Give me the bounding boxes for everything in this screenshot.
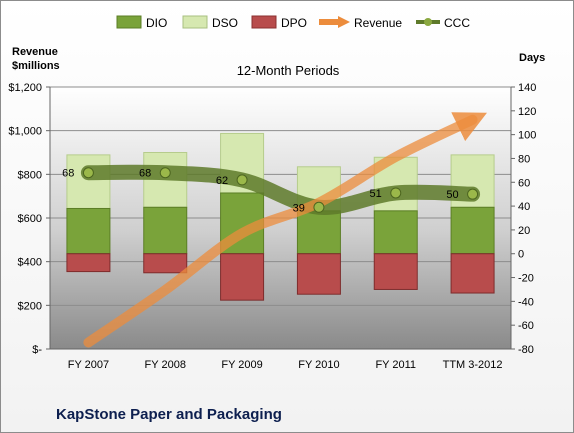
category-label: FY 2010 [298,359,339,371]
right-tick-label: -80 [518,344,534,356]
bar-dpo [66,253,111,273]
ccc-marker [236,174,248,186]
bar-dpo [450,253,495,294]
right-tick-label: -40 [518,296,534,308]
right-tick-label: 0 [518,249,524,261]
bar-dio [143,206,188,255]
category-label: FY 2011 [375,359,416,371]
ccc-data-label: 51 [370,188,382,200]
ccc-marker [313,201,325,213]
right-tick-label: -20 [518,273,534,285]
right-axis: -80 -60 -40 -20 0 20 40 60 80 100 120 140 [510,82,536,356]
chart-title: 12-Month Periods [237,63,340,78]
legend-swatch-dso [182,15,208,29]
legend-swatch-dio [116,15,142,29]
ccc-marker [467,188,479,200]
ccc-data-label: 62 [216,175,228,187]
bar-dpo [373,253,418,290]
left-axis-title-line1: Revenue [12,46,58,58]
category-label: FY 2008 [145,359,186,371]
revenue-arrow [83,112,487,348]
right-tick-label: 80 [518,153,530,165]
legend-arrowhead-revenue [338,16,350,28]
ccc-marker [82,167,94,179]
left-tick-label: $400 [18,257,42,269]
ccc-data-label: 50 [446,189,458,201]
bar-dpo [296,253,341,295]
category-label: FY 2009 [221,359,262,371]
legend-label-dio: DIO [146,16,167,30]
right-tick-label: 60 [518,177,530,189]
bar-dio [66,207,111,255]
bar-dpo [143,253,188,274]
ccc-data-label: 68 [139,168,151,180]
legend-label-revenue: Revenue [354,16,402,30]
left-tick-label: $1,200 [8,82,42,94]
company-caption: KapStone Paper and Packaging [56,406,282,423]
ccc-marker [390,187,402,199]
left-axis-title-line2: $millions [12,60,60,72]
bar-dio [296,210,341,255]
ccc-data-label: 68 [62,168,74,180]
left-tick-label: $200 [18,300,42,312]
legend: DIO DSO DPO Revenue CCC [116,15,470,30]
x-axis: FY 2007 FY 2008 FY 2009 FY 2010 FY 2011 TTM 3… [50,348,511,371]
left-tick-label: $- [32,344,42,356]
left-tick-label: $1,000 [8,126,42,138]
right-tick-label: 140 [518,82,536,94]
ccc-data-label: 39 [293,202,305,214]
bar-dio [450,206,495,255]
right-axis-title: Days [519,52,545,64]
bar-dio [373,210,418,255]
legend-marker-ccc [424,18,432,26]
right-tick-label: 40 [518,201,530,213]
right-tick-label: 100 [518,130,536,142]
category-label: FY 2007 [68,359,109,371]
left-tick-label: $800 [18,169,42,181]
legend-label-dpo: DPO [281,16,307,30]
ccc-line [80,164,481,215]
ccc-marker [159,167,171,179]
right-tick-label: -60 [518,320,534,332]
right-tick-label: 120 [518,106,536,118]
lines-group: 68 68 62 39 51 50 [62,112,487,348]
legend-swatch-dpo [251,15,277,29]
legend-label-ccc: CCC [444,16,470,30]
bar-dso [66,154,111,209]
bar-dpo [220,253,265,301]
right-tick-label: 20 [518,225,530,237]
legend-label-dso: DSO [212,16,238,30]
left-tick-label: $600 [18,213,42,225]
category-label: TTM 3-2012 [443,359,503,371]
left-axis: $- $200 $400 $600 $800 $1,000 $1,200 [8,82,51,356]
